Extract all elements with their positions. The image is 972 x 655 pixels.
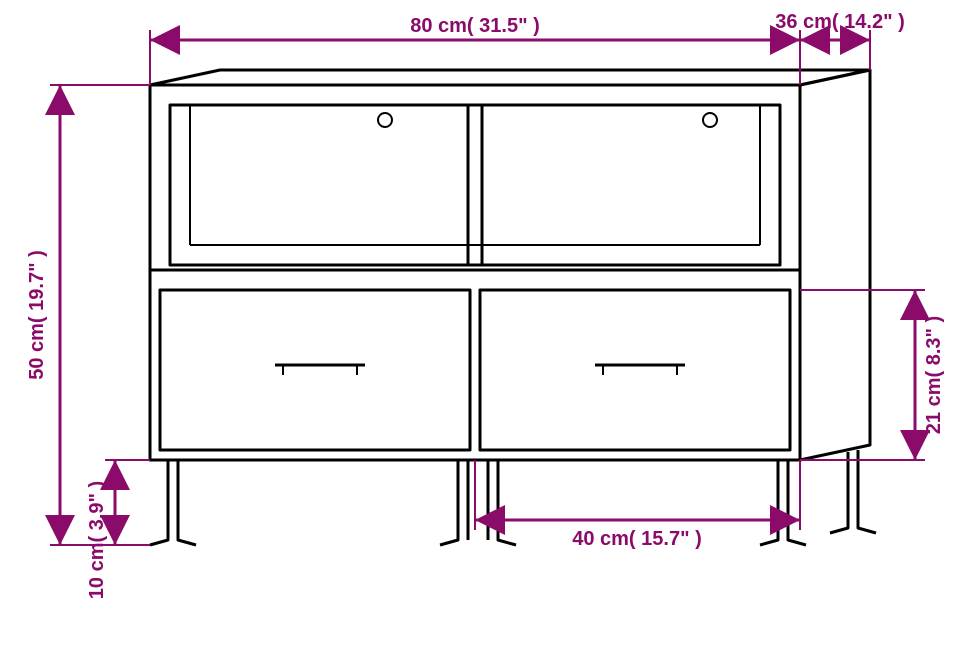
dim-top-width: 80 cm( 31.5" ) — [150, 15, 800, 85]
legs — [150, 450, 876, 545]
drawer-handle-left — [275, 365, 365, 375]
dim-drawer-height-label: 21 cm( 8.3" ) — [923, 316, 945, 434]
furniture-cabinet — [150, 70, 876, 545]
dim-drawer-height: 21 cm( 8.3" ) — [800, 290, 945, 460]
dim-top-depth-label: 36 cm( 14.2" ) — [775, 11, 905, 33]
dim-top-width-label: 80 cm( 31.5" ) — [410, 15, 540, 37]
dim-drawer-width: 40 cm( 15.7" ) — [475, 460, 800, 550]
dim-left-height-label: 50 cm( 19.7" ) — [26, 250, 48, 380]
dim-left-height: 50 cm( 19.7" ) — [26, 85, 150, 545]
dim-leg-height: 10 cm( 3.9" ) — [86, 460, 150, 599]
drawer-handle-right — [595, 365, 685, 375]
dim-leg-height-label: 10 cm( 3.9" ) — [86, 481, 108, 599]
dim-drawer-width-label: 40 cm( 15.7" ) — [572, 528, 702, 550]
